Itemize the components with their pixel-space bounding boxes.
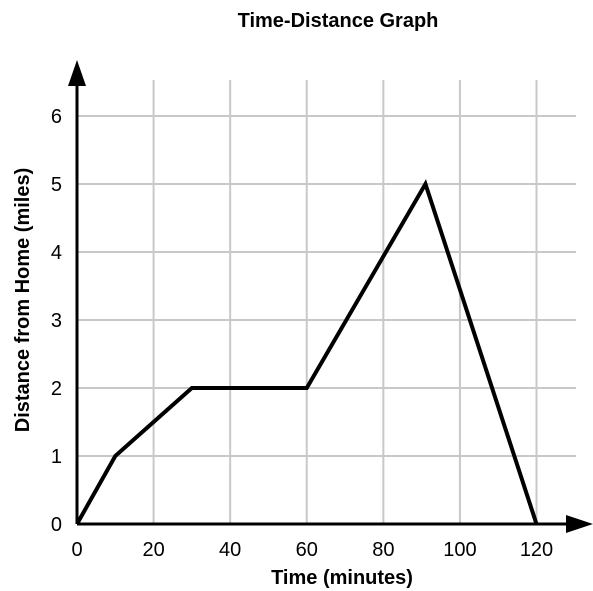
y-axis-label: Distance from Home (miles)	[12, 168, 34, 433]
tick-labels: 0 20 40 60 80 100 120 0 1 2 3 4 5 6	[51, 106, 553, 561]
y-axis-arrow-icon	[68, 60, 86, 86]
x-tick-label: 120	[520, 539, 553, 561]
y-tick-label: 3	[51, 310, 62, 332]
axes	[68, 60, 593, 533]
x-tick-label: 60	[296, 539, 318, 561]
grid	[77, 80, 576, 524]
x-tick-label: 40	[219, 539, 241, 561]
x-axis-arrow-icon	[566, 515, 593, 533]
y-tick-label: 5	[51, 174, 62, 196]
y-tick-label: 2	[51, 378, 62, 400]
y-tick-label: 4	[51, 242, 62, 264]
x-tick-label: 20	[142, 539, 164, 561]
y-tick-label: 0	[51, 514, 62, 536]
series	[75, 179, 539, 525]
y-tick-label: 1	[51, 446, 62, 468]
x-tick-label: 80	[372, 539, 394, 561]
series-line-0	[75, 179, 539, 525]
chart-title: Time-Distance Graph	[238, 10, 439, 32]
x-axis-label: Time (minutes)	[271, 567, 413, 589]
y-tick-label: 6	[51, 106, 62, 128]
x-tick-label: 0	[71, 539, 82, 561]
x-tick-label: 100	[443, 539, 476, 561]
